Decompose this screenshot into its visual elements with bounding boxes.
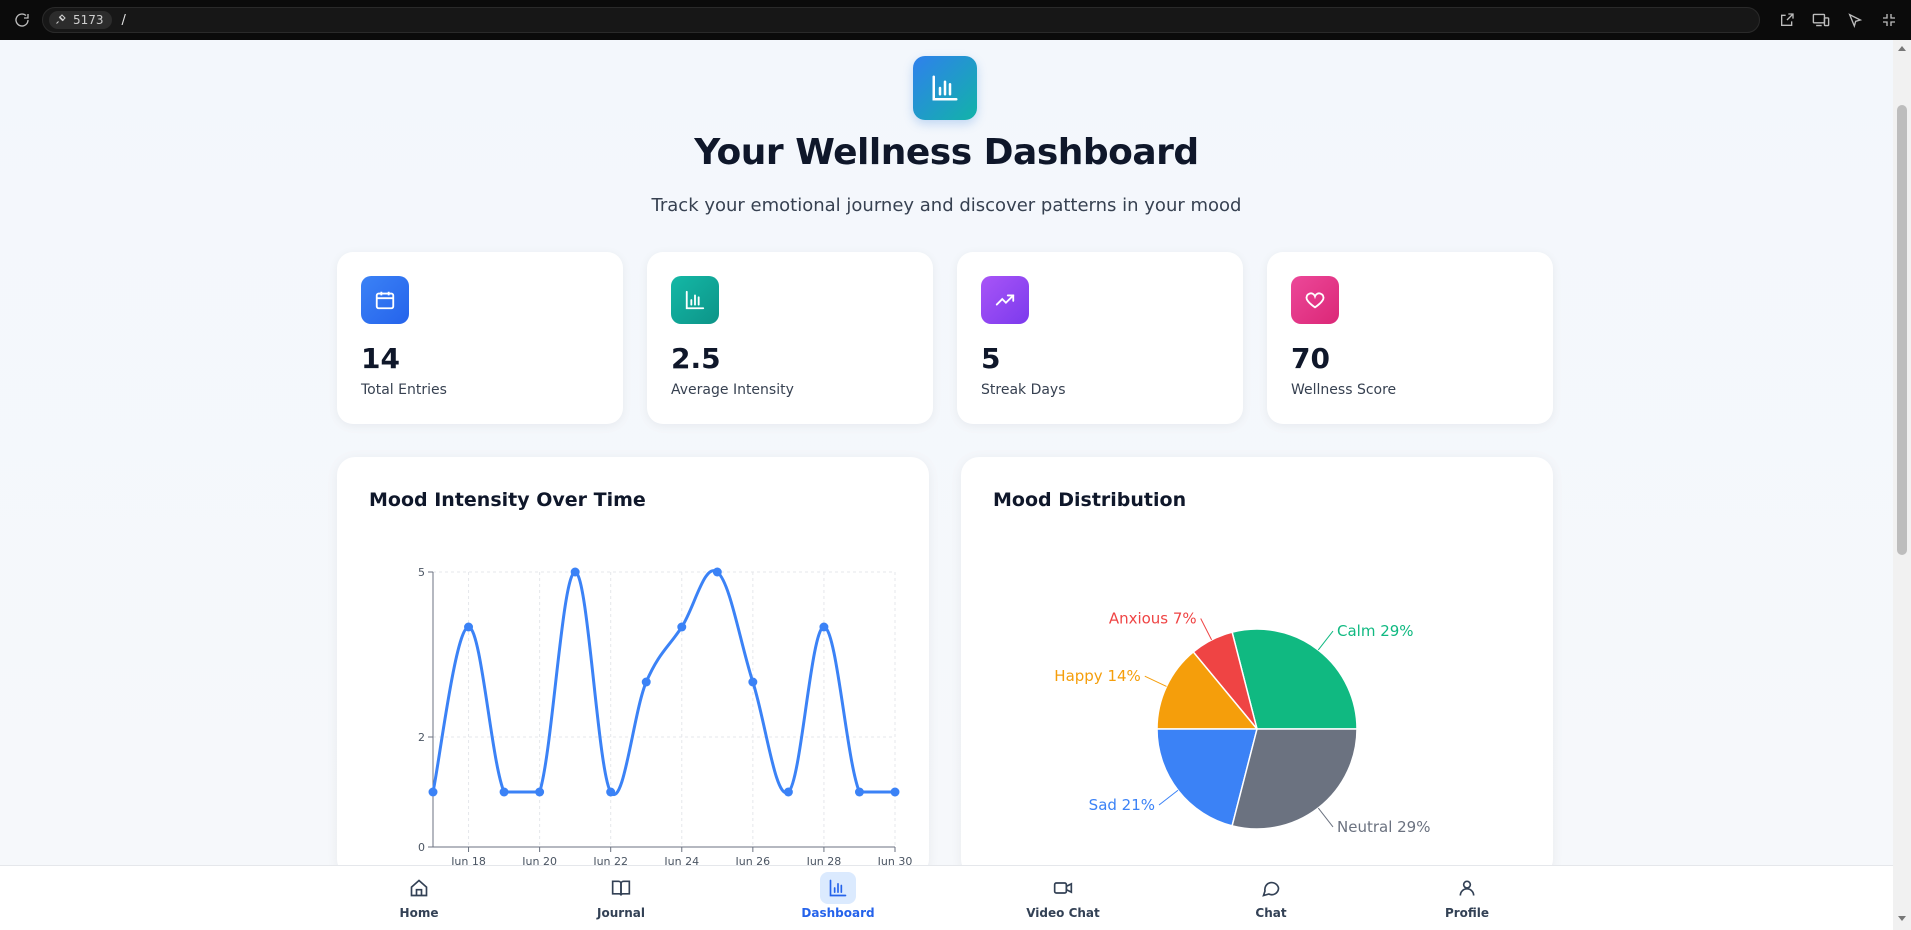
port-label: 5173 bbox=[73, 13, 104, 27]
panel-title: Mood Distribution bbox=[993, 489, 1187, 511]
reload-icon[interactable] bbox=[12, 10, 32, 30]
data-point bbox=[535, 787, 545, 797]
data-point bbox=[890, 787, 900, 797]
pie-label-line bbox=[1158, 789, 1179, 806]
stat-card-average-intensity: 2.5 Average Intensity bbox=[647, 252, 933, 424]
trending-up-icon bbox=[981, 276, 1029, 324]
panel-title: Mood Intensity Over Time bbox=[369, 489, 646, 511]
x-tick-label: Jun 24 bbox=[663, 855, 699, 865]
data-point bbox=[499, 787, 509, 797]
devices-icon[interactable] bbox=[1811, 10, 1831, 30]
video-icon bbox=[1045, 872, 1081, 904]
stat-label: Average Intensity bbox=[671, 382, 794, 398]
browser-toolbar: 5173 / bbox=[0, 0, 1911, 40]
x-tick-label: Jun 28 bbox=[806, 855, 842, 865]
data-point bbox=[783, 787, 793, 797]
scroll-up-arrow-icon[interactable] bbox=[1898, 46, 1906, 51]
mood-distribution-chart: Calm 29% Anxious 7% Happy 14% Sad 21% Neutra… bbox=[1054, 610, 1430, 836]
nav-video-chat[interactable]: Video Chat bbox=[1003, 872, 1123, 926]
page-title: Your Wellness Dashboard bbox=[694, 132, 1199, 173]
stat-label: Wellness Score bbox=[1291, 382, 1397, 398]
nav-journal[interactable]: Journal bbox=[561, 872, 681, 926]
y-tick-label: 2 bbox=[418, 731, 425, 744]
x-tick-label: Jun 22 bbox=[592, 855, 628, 865]
pie-label-line bbox=[1317, 807, 1334, 828]
y-tick-label: 0 bbox=[418, 841, 425, 854]
pie-label-line bbox=[1317, 630, 1334, 651]
address-bar[interactable]: 5173 / bbox=[42, 7, 1760, 33]
nav-label: Dashboard bbox=[801, 906, 875, 920]
collapse-icon[interactable] bbox=[1879, 10, 1899, 30]
data-point bbox=[748, 677, 758, 687]
data-point bbox=[606, 787, 616, 797]
nav-chat[interactable]: Chat bbox=[1211, 872, 1331, 926]
port-chip[interactable]: 5173 bbox=[49, 11, 112, 29]
page-subtitle: Track your emotional journey and discove… bbox=[651, 195, 1242, 216]
data-point bbox=[712, 567, 722, 577]
bottom-nav: Home Journal Dashboard Video Chat Chat P… bbox=[0, 865, 1893, 930]
bar-chart-icon bbox=[913, 56, 977, 120]
nav-label: Profile bbox=[1444, 906, 1490, 920]
nav-profile[interactable]: Profile bbox=[1407, 872, 1527, 926]
stat-value: 2.5 bbox=[671, 342, 721, 375]
pie-label-line bbox=[1144, 675, 1167, 687]
mood-distribution-panel: Mood Distribution Calm 29% Anxious 7% Happ… bbox=[961, 457, 1553, 865]
stat-card-total-entries: 14 Total Entries bbox=[337, 252, 623, 424]
bar-chart-icon bbox=[671, 276, 719, 324]
mood-intensity-chart: 0 2 5 Jun 18 Jun 20 Jun 22 Jun 24 Jun 26 Jun 28 J… bbox=[418, 566, 913, 865]
pie-label-line bbox=[1200, 618, 1213, 641]
message-icon bbox=[1253, 872, 1289, 904]
url-path: / bbox=[121, 12, 126, 28]
data-point bbox=[464, 622, 474, 632]
scroll-down-arrow-icon[interactable] bbox=[1898, 916, 1906, 921]
inspect-cursor-icon[interactable] bbox=[1845, 10, 1865, 30]
series-line bbox=[431, 569, 895, 797]
bar-chart-icon bbox=[820, 872, 856, 904]
calendar-icon bbox=[361, 276, 409, 324]
plug-icon bbox=[55, 13, 67, 28]
pie-slice bbox=[1231, 728, 1358, 830]
data-point bbox=[854, 787, 864, 797]
pie-slice bbox=[1156, 650, 1259, 730]
home-icon bbox=[401, 872, 437, 904]
stat-value: 70 bbox=[1291, 342, 1330, 375]
stat-card-wellness-score: 70 Wellness Score bbox=[1267, 252, 1553, 424]
nav-label: Chat bbox=[1255, 906, 1287, 920]
stat-value: 5 bbox=[981, 342, 1001, 375]
y-tick-label: 5 bbox=[418, 566, 425, 579]
nav-label: Home bbox=[399, 906, 439, 920]
x-tick-label: Jun 30 bbox=[877, 855, 913, 865]
data-point bbox=[641, 677, 651, 687]
x-tick-label: Jun 20 bbox=[521, 855, 557, 865]
user-icon bbox=[1449, 872, 1485, 904]
data-point bbox=[677, 622, 687, 632]
stat-value: 14 bbox=[361, 342, 400, 375]
data-point bbox=[819, 622, 829, 632]
pie-label: Happy 14% bbox=[1054, 667, 1141, 685]
open-external-icon[interactable] bbox=[1777, 10, 1797, 30]
nav-dashboard[interactable]: Dashboard bbox=[778, 872, 898, 926]
data-point bbox=[428, 787, 438, 797]
pie-slice bbox=[1156, 728, 1258, 827]
x-tick-label: Jun 18 bbox=[450, 855, 486, 865]
pie-label: Calm 29% bbox=[1337, 622, 1414, 640]
pie-label: Anxious 7% bbox=[1109, 610, 1197, 628]
stat-label: Total Entries bbox=[361, 382, 447, 398]
stat-card-streak-days: 5 Streak Days bbox=[957, 252, 1243, 424]
pie-label: Neutral 29% bbox=[1337, 818, 1430, 836]
nav-home[interactable]: Home bbox=[359, 872, 479, 926]
nav-label: Journal bbox=[597, 906, 645, 920]
scrollbar-thumb[interactable] bbox=[1897, 105, 1907, 555]
pie-label: Sad 21% bbox=[1089, 796, 1155, 814]
x-tick-label: Jun 26 bbox=[735, 855, 771, 865]
dashboard-page: Your Wellness Dashboard Track your emoti… bbox=[0, 40, 1893, 865]
data-point bbox=[570, 567, 580, 577]
nav-label: Video Chat bbox=[1026, 906, 1100, 920]
pie-slice bbox=[1231, 628, 1358, 730]
book-icon bbox=[603, 872, 639, 904]
stat-label: Streak Days bbox=[981, 382, 1066, 398]
heart-icon bbox=[1291, 276, 1339, 324]
mood-intensity-panel: Mood Intensity Over Time 0 2 5 Jun 18 Jun 20… bbox=[337, 457, 929, 865]
